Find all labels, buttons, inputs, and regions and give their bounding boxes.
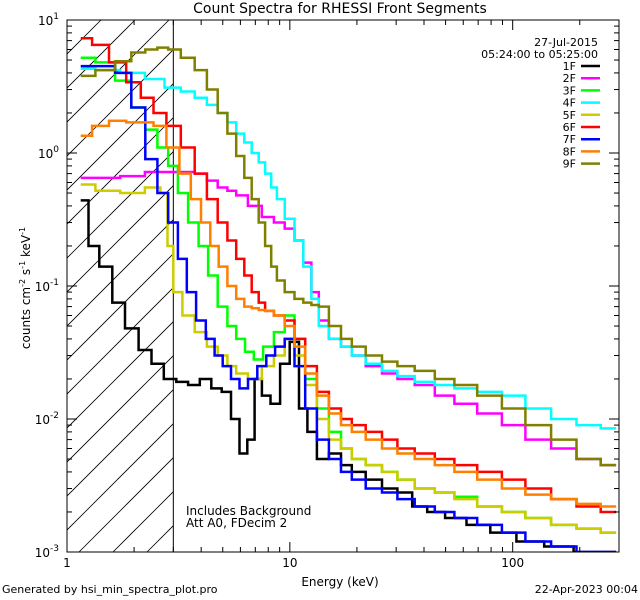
legend-label-8F: 8F xyxy=(563,145,576,158)
legend-label-2F: 2F xyxy=(563,72,576,85)
y-tick-label: 10-2 xyxy=(35,411,59,427)
generator-footer: Generated by hsi_min_spectra_plot.pro xyxy=(2,583,218,596)
series-9F-line xyxy=(80,46,617,467)
legend-label-4F: 4F xyxy=(563,97,576,110)
y-axis-label-unit-kev: keV xyxy=(19,234,33,261)
hatch-stroke xyxy=(67,49,174,157)
series-8F-line xyxy=(80,119,617,508)
hatch-stroke xyxy=(112,491,174,552)
x-axis-label: Energy (keV) xyxy=(301,575,379,589)
legend-label-1F: 1F xyxy=(563,60,576,73)
chart-title: Count Spectra for RHESSI Front Segments xyxy=(193,1,487,17)
hatch-stroke xyxy=(67,287,174,395)
attenuator-hatch-region xyxy=(67,20,174,552)
legend-label-3F: 3F xyxy=(563,84,576,97)
y-axis-label: counts cm-2 s-1 keV-1 xyxy=(18,226,33,350)
series-4F-line xyxy=(80,67,617,430)
legend-label-5F: 5F xyxy=(563,109,576,122)
y-axis-label-exp-time: -1 xyxy=(18,260,27,269)
y-axis-label-exp-area: -2 xyxy=(18,278,27,287)
axis-ticks xyxy=(66,20,620,553)
y-tick-label: 101 xyxy=(38,12,59,28)
legend-label-7F: 7F xyxy=(563,133,576,146)
hatch-stroke xyxy=(67,389,174,497)
series-7F-line xyxy=(80,64,617,552)
axis-tick-labels: 1 10 100 101 100 10-1 10-2 10-3 xyxy=(35,12,524,570)
legend-label-9F: 9F xyxy=(563,158,576,171)
legend-label-6F: 6F xyxy=(563,121,576,134)
series-6F-line xyxy=(80,36,617,514)
series-3F-line xyxy=(80,56,617,534)
hatch-stroke xyxy=(67,83,174,191)
attenuator-note: Att A0, FDecim 2 xyxy=(186,516,288,530)
y-axis-label-exp-energy: -1 xyxy=(18,226,27,235)
y-tick-label: 10-1 xyxy=(35,278,59,294)
x-tick-label: 1 xyxy=(63,556,71,570)
y-axis-label-unit-s: s xyxy=(19,268,33,279)
time-range-annotation: 05:24:00 to 05:25:00 xyxy=(481,48,598,61)
x-tick-label: 100 xyxy=(501,556,524,570)
generated-date-footer: 22-Apr-2023 00:04 xyxy=(534,583,638,596)
y-tick-label: 10-3 xyxy=(35,544,59,560)
y-tick-label: 100 xyxy=(38,145,59,161)
hatch-stroke xyxy=(67,423,174,531)
hatch-stroke xyxy=(67,219,174,327)
background-note: Includes Background xyxy=(186,504,312,518)
y-axis-label-unit-counts: counts cm xyxy=(19,286,33,350)
date-annotation: 27-Jul-2015 xyxy=(534,36,598,49)
series-2F-line xyxy=(80,170,617,467)
hatch-stroke xyxy=(78,457,174,552)
hatch-stroke xyxy=(67,253,174,361)
series-group xyxy=(80,36,617,552)
series-1F-line xyxy=(80,199,617,552)
x-tick-label: 10 xyxy=(282,556,297,570)
hatch-stroke xyxy=(67,20,170,123)
series-5F-line xyxy=(80,183,617,534)
